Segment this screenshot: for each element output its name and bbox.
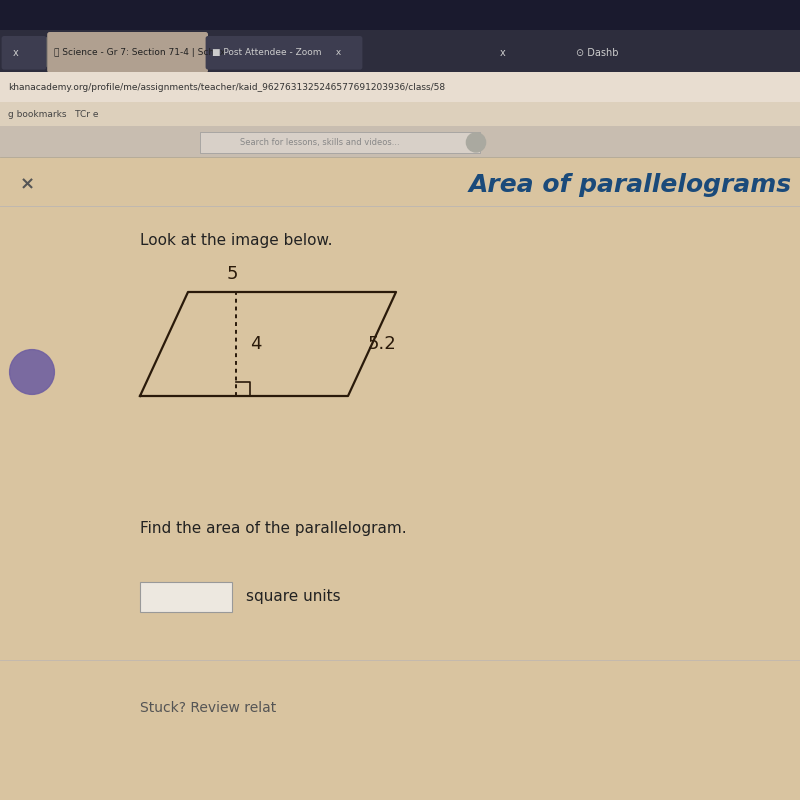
Text: ■ Post Attendee - Zoom     x: ■ Post Attendee - Zoom x <box>212 48 342 58</box>
Text: g bookmarks   TCr e: g bookmarks TCr e <box>8 110 98 119</box>
Text: square units: square units <box>246 590 341 604</box>
Text: x: x <box>13 48 18 58</box>
Text: Find the area of the parallelogram.: Find the area of the parallelogram. <box>140 521 406 535</box>
Text: Area of parallelograms: Area of parallelograms <box>469 173 792 197</box>
Bar <box>200 132 480 153</box>
Bar <box>0 72 800 102</box>
Bar <box>0 102 800 126</box>
Bar <box>140 582 232 612</box>
Text: x: x <box>500 48 506 58</box>
Text: ×: × <box>20 176 35 194</box>
Text: 5: 5 <box>226 266 238 283</box>
Text: Search for lessons, skills and videos...: Search for lessons, skills and videos... <box>240 138 400 147</box>
Text: Ⓢ Science - Gr 7: Section 71-4 | Sch  x: Ⓢ Science - Gr 7: Section 71-4 | Sch x <box>54 48 226 58</box>
Text: Stuck? Review relat: Stuck? Review relat <box>140 701 276 715</box>
Text: khanacademy.org/profile/me/assignments/teacher/kaid_9627631325246577691203936/cl: khanacademy.org/profile/me/assignments/t… <box>8 82 445 92</box>
Text: 4: 4 <box>250 335 262 353</box>
FancyBboxPatch shape <box>47 32 208 73</box>
Text: 5.2: 5.2 <box>368 335 397 353</box>
Circle shape <box>10 350 54 394</box>
FancyBboxPatch shape <box>2 36 46 70</box>
Bar <box>0 126 800 157</box>
Bar <box>0 30 800 72</box>
FancyBboxPatch shape <box>206 36 362 70</box>
Bar <box>0 0 800 30</box>
Text: ⊙ Dashb: ⊙ Dashb <box>576 48 618 58</box>
Circle shape <box>466 133 486 152</box>
Text: Look at the image below.: Look at the image below. <box>140 233 333 247</box>
